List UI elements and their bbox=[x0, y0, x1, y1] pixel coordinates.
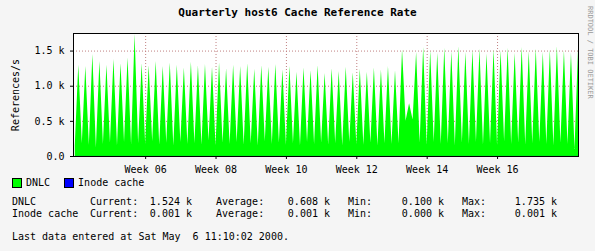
html-text:Min:: Min: bbox=[348, 196, 373, 207]
html-text:Min:: Min: bbox=[348, 208, 373, 219]
html-text:Max:: Max: bbox=[462, 208, 487, 219]
html-text:Last data entered at Sat May 6: Last data entered at Sat May 6 11:10:02 … bbox=[12, 231, 289, 242]
svg-text:Week 14: Week 14 bbox=[406, 164, 448, 175]
html-text:0.001 k: 0.001 k bbox=[287, 208, 330, 219]
html-text:0.000 k: 0.000 k bbox=[401, 208, 444, 219]
html-text:Current:: Current: bbox=[90, 208, 139, 219]
html-text:RRDTOOL / TOBI OETIKER: RRDTOOL / TOBI OETIKER bbox=[586, 6, 594, 99]
html-text:DNLC: DNLC bbox=[12, 196, 37, 207]
svg-text:1.0 k: 1.0 k bbox=[34, 80, 64, 91]
html-text:Current:: Current: bbox=[90, 196, 139, 207]
svg-text:Week 08: Week 08 bbox=[195, 164, 237, 175]
svg-text:Week 12: Week 12 bbox=[336, 164, 378, 175]
svg-text:Week 16: Week 16 bbox=[476, 164, 518, 175]
svg-text:0.5 k: 0.5 k bbox=[34, 116, 64, 127]
html-text:Quarterly host6 Cache Referenc: Quarterly host6 Cache Reference Rate bbox=[178, 6, 417, 19]
svg-text:Week 10: Week 10 bbox=[265, 164, 307, 175]
html-text:Average:: Average: bbox=[216, 196, 265, 207]
html-text:0.001 k: 0.001 k bbox=[514, 208, 557, 219]
html-text:Average:: Average: bbox=[216, 208, 265, 219]
html-text:1.524 k: 1.524 k bbox=[149, 196, 192, 207]
html-text:Max:: Max: bbox=[462, 196, 487, 207]
svg-text:References/s: References/s bbox=[10, 59, 21, 131]
html-text:Inode cache: Inode cache bbox=[12, 208, 79, 219]
html-text:0.100 k: 0.100 k bbox=[401, 196, 444, 207]
svg-text:0.0: 0.0 bbox=[46, 151, 64, 162]
html-text:Inode cache: Inode cache bbox=[78, 177, 145, 188]
html-text:DNLC: DNLC bbox=[26, 177, 51, 188]
html-text:1.735 k: 1.735 k bbox=[514, 196, 557, 207]
html-text:0.608 k: 0.608 k bbox=[287, 196, 330, 207]
html-text:0.001 k: 0.001 k bbox=[149, 208, 192, 219]
svg-text:Week 06: Week 06 bbox=[125, 164, 167, 175]
svg-text:1.5 k: 1.5 k bbox=[34, 45, 64, 56]
